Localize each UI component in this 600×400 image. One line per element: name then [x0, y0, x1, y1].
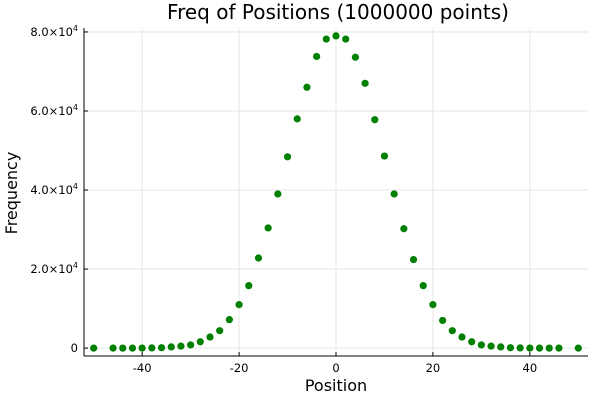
data-point: [264, 224, 272, 232]
axes: [83, 28, 588, 357]
data-point: [545, 344, 553, 352]
data-point: [390, 190, 398, 198]
data-point: [119, 344, 127, 352]
data-point: [167, 343, 175, 351]
data-point: [322, 35, 330, 43]
data-point: [497, 343, 505, 351]
data-point: [516, 344, 524, 352]
chart-title: Freq of Positions (1000000 points): [167, 0, 509, 24]
data-point: [225, 316, 233, 324]
data-point: [216, 327, 224, 335]
data-point: [526, 344, 534, 352]
x-axis-label: Position: [305, 376, 367, 395]
data-point: [574, 344, 582, 352]
data-point: [487, 342, 495, 350]
data-point: [535, 344, 544, 352]
data-point: [419, 282, 427, 290]
x-tick-label: 20: [426, 361, 441, 375]
x-tick-label: 40: [523, 361, 538, 375]
data-point: [371, 116, 379, 124]
x-tick-label: -40: [133, 361, 152, 375]
data-point: [351, 53, 359, 61]
tick-labels: -40 -20 0 20 40 0 2.0×104 4.0×104 6.0×104 8.0×104: [30, 24, 537, 375]
data-point: [283, 153, 292, 161]
data-point: [128, 344, 137, 352]
data-point: [448, 327, 456, 335]
x-tick-label: 0: [332, 361, 339, 375]
y-tick-label: 6.0×104: [30, 103, 78, 118]
y-tick-label: 2.0×104: [30, 261, 78, 276]
data-point: [458, 333, 466, 341]
y-tick-label: 0: [71, 341, 78, 355]
data-point: [254, 254, 263, 262]
data-point: [293, 115, 301, 123]
data-point: [332, 32, 340, 40]
x-tick-label: -20: [230, 361, 249, 375]
data-point: [555, 344, 563, 352]
data-point: [157, 344, 166, 352]
data-point: [138, 344, 146, 352]
data-point: [409, 255, 418, 264]
data-point: [313, 52, 321, 61]
data-point: [468, 338, 476, 346]
data-point: [274, 190, 282, 198]
y-tick-label: 8.0×104: [30, 24, 78, 39]
data-point: [90, 344, 98, 352]
data-point: [235, 301, 243, 309]
data-point: [439, 316, 447, 325]
data-point: [429, 301, 437, 309]
data-point: [206, 333, 214, 341]
data-point: [303, 83, 311, 91]
y-tick-label: 4.0×104: [30, 182, 78, 197]
data-point: [109, 344, 117, 352]
data-point: [380, 152, 389, 160]
data-point: [245, 282, 253, 290]
data-point: [148, 344, 156, 352]
data-point: [196, 338, 204, 346]
grid: [84, 28, 588, 356]
data-points: [90, 32, 582, 352]
data-point: [361, 79, 369, 87]
data-point: [342, 35, 350, 43]
y-axis-label: Frequency: [2, 152, 21, 235]
data-point: [177, 342, 185, 350]
data-point: [477, 341, 485, 349]
data-point: [187, 341, 195, 349]
data-point: [506, 344, 515, 352]
data-point: [400, 225, 408, 233]
